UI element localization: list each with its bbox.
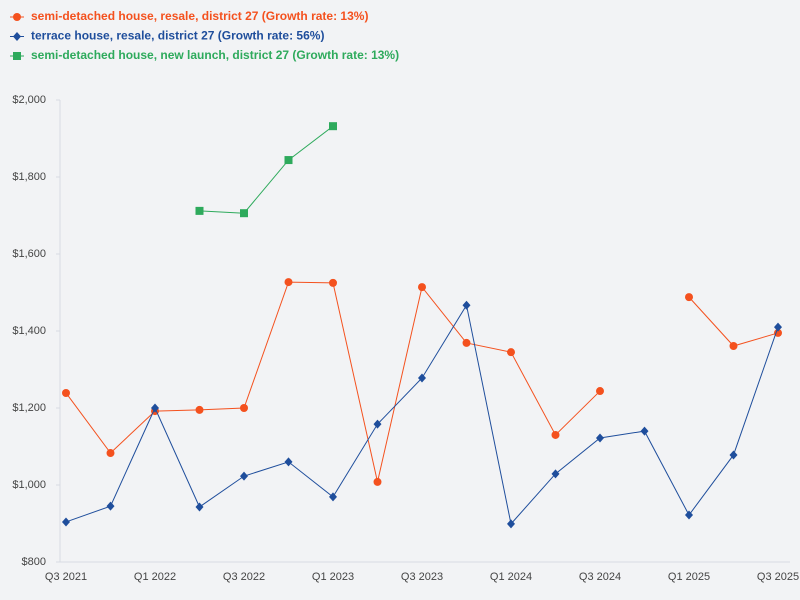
data-point: [418, 283, 426, 292]
data-point: [62, 517, 70, 527]
data-point: [774, 322, 782, 332]
x-tick-label: Q3 2025: [757, 571, 799, 583]
data-point: [284, 156, 293, 165]
y-tick-label: $1,800: [12, 171, 46, 183]
legend-marker: [13, 13, 21, 21]
data-point: [240, 209, 248, 218]
data-point: [685, 510, 693, 520]
legend-marker: [13, 52, 21, 60]
data-point: [551, 430, 560, 439]
y-tick-label: $800: [22, 556, 46, 568]
legend-marker: [13, 32, 21, 41]
data-point: [729, 342, 738, 351]
x-tick-label: Q3 2024: [579, 571, 621, 583]
data-point: [462, 338, 471, 347]
data-point: [685, 293, 693, 302]
data-point: [729, 450, 738, 460]
data-point: [507, 519, 515, 529]
y-tick-label: $1,200: [12, 402, 46, 414]
data-point: [195, 405, 204, 414]
legend-text: semi-detached house, resale, district 27…: [31, 9, 368, 23]
x-tick-label: Q3 2022: [223, 571, 265, 583]
x-tick-label: Q3 2023: [401, 571, 443, 583]
data-point: [418, 373, 426, 383]
legend-text: terrace house, resale, district 27 (Grow…: [31, 29, 324, 43]
x-tick-label: Q1 2023: [312, 571, 354, 583]
data-point: [329, 122, 337, 131]
data-point: [284, 457, 293, 467]
data-point: [596, 433, 604, 443]
data-point: [195, 502, 204, 512]
y-tick-label: $2,000: [12, 94, 46, 106]
series-line: [199, 125, 334, 214]
data-point: [507, 348, 515, 357]
data-point: [329, 278, 337, 287]
y-tick-label: $1,600: [12, 248, 46, 260]
data-point: [240, 471, 248, 481]
series-line: [65, 303, 779, 525]
data-point: [329, 492, 337, 502]
data-point: [596, 387, 604, 396]
data-point: [62, 388, 70, 397]
legend-text: semi-detached house, new launch, distric…: [31, 48, 399, 62]
data-point: [151, 403, 159, 413]
data-point: [774, 328, 782, 337]
data-point: [240, 404, 248, 412]
data-point: [373, 419, 382, 429]
data-point: [462, 300, 471, 310]
data-point: [106, 501, 115, 511]
data-point: [284, 278, 293, 287]
data-point: [195, 206, 204, 215]
data-point: [640, 426, 649, 436]
y-tick-label: $1,400: [12, 325, 46, 337]
y-tick-label: $1,000: [12, 479, 46, 491]
x-tick-label: Q1 2025: [668, 571, 710, 583]
x-tick-label: Q3 2021: [45, 571, 87, 583]
data-point: [106, 449, 115, 458]
x-tick-label: Q1 2022: [134, 571, 176, 583]
data-point: [551, 469, 560, 479]
x-tick-label: Q1 2024: [490, 571, 532, 583]
data-point: [373, 477, 382, 486]
